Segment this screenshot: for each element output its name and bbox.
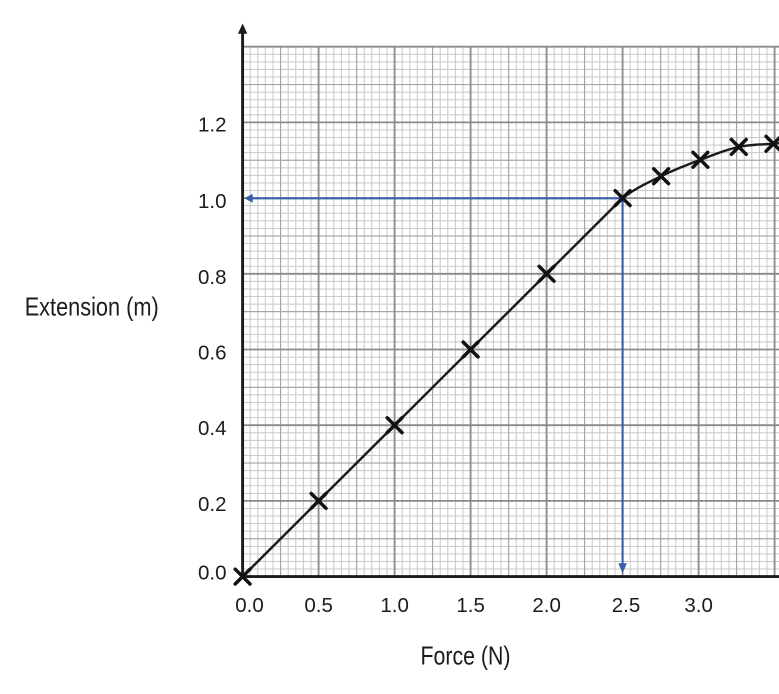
svg-text:Extension (m): Extension (m) — [25, 292, 159, 322]
svg-text:1.2: 1.2 — [198, 114, 227, 137]
svg-text:0.6: 0.6 — [198, 342, 227, 365]
svg-text:1.0: 1.0 — [198, 190, 227, 213]
svg-text:1.0: 1.0 — [380, 594, 409, 617]
svg-text:3.0: 3.0 — [684, 594, 713, 617]
svg-text:0.4: 0.4 — [198, 417, 227, 440]
svg-text:0.5: 0.5 — [304, 594, 333, 617]
svg-text:0.2: 0.2 — [198, 493, 227, 516]
svg-text:0.0: 0.0 — [198, 562, 227, 585]
svg-text:2.0: 2.0 — [532, 594, 561, 617]
svg-text:0.0: 0.0 — [235, 594, 264, 617]
svg-text:0.8: 0.8 — [198, 266, 227, 289]
svg-text:1.5: 1.5 — [456, 594, 485, 617]
svg-text:2.5: 2.5 — [612, 594, 641, 617]
svg-text:Force (N): Force (N) — [421, 641, 511, 671]
